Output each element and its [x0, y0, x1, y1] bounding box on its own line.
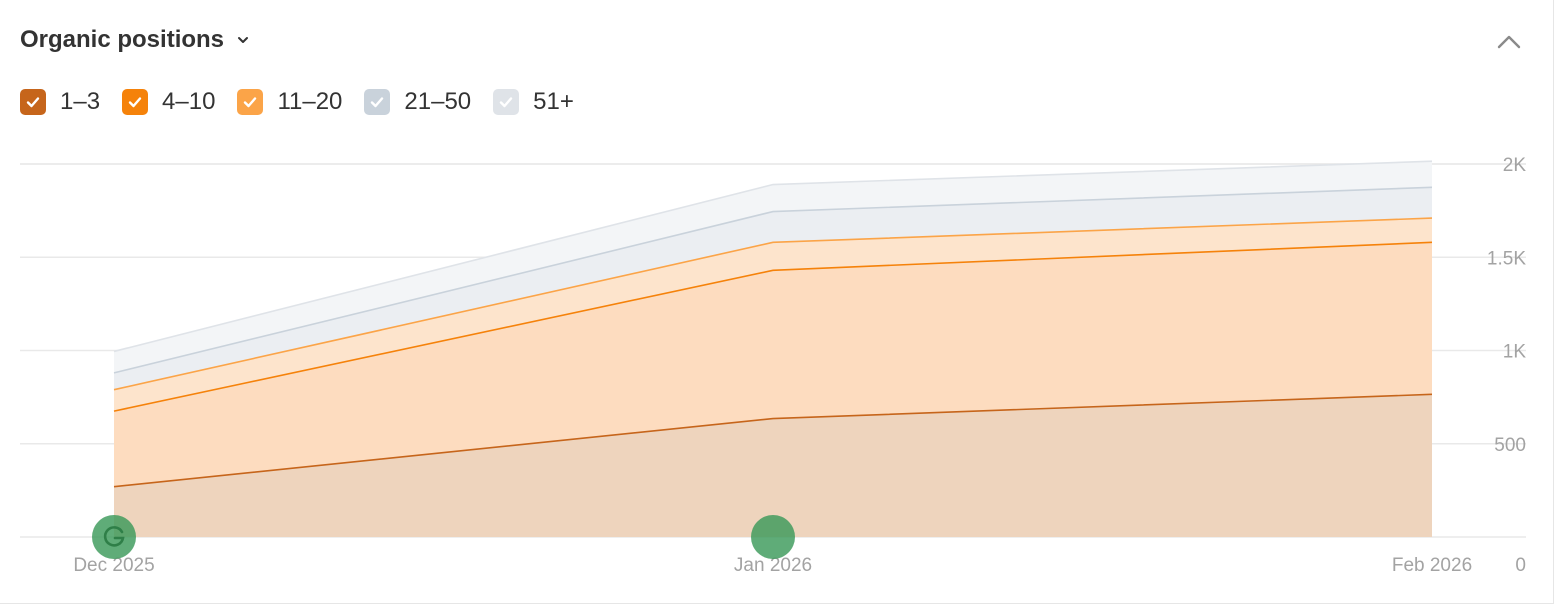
checkbox-11-20[interactable] — [237, 89, 264, 115]
area-1-3 — [114, 394, 1432, 537]
checkbox-51-plus[interactable] — [493, 89, 520, 115]
check-icon — [26, 97, 40, 108]
x-tick-label: Dec 2025 — [73, 555, 154, 576]
series-line-11-20 — [113, 217, 1433, 391]
y-tick-label: 0 — [1515, 555, 1526, 576]
legend-label-1-3: 1–3 — [60, 88, 101, 115]
check-icon — [371, 97, 384, 108]
area-4-10 — [114, 242, 1432, 487]
legend-label-4-10: 4–10 — [162, 88, 216, 115]
legend-label-21-50: 21–50 — [404, 88, 472, 115]
legend-label-11-20: 11–20 — [277, 88, 343, 115]
y-tick-label: 2K — [1503, 155, 1527, 176]
series-line-4-10 — [113, 241, 1433, 412]
series-line-1-3 — [113, 393, 1433, 488]
area-11-20 — [114, 218, 1432, 412]
series-line-21-50 — [113, 186, 1433, 374]
x-tick-label: Jan 2026 — [734, 555, 812, 576]
checkbox-21-50[interactable] — [364, 89, 391, 115]
chart-legend: 1–3 4–10 11–20 21–50 51+ — [20, 88, 596, 116]
y-tick-label: 1K — [1503, 342, 1527, 363]
y-tick-label: 1.5K — [1487, 248, 1526, 269]
chevron-down-icon[interactable] — [236, 33, 250, 47]
legend-item-51-plus[interactable]: 51+ — [493, 88, 574, 116]
google-icon — [103, 526, 125, 547]
checkbox-4-10[interactable] — [122, 89, 149, 115]
legend-label-51-plus: 51+ — [533, 88, 574, 115]
area-51plus — [114, 161, 1432, 373]
legend-item-21-50[interactable]: 21–50 — [364, 88, 471, 116]
widget-title[interactable]: Organic positions — [20, 26, 225, 53]
annotation-marker-google[interactable] — [92, 515, 136, 559]
check-icon — [499, 97, 513, 108]
legend-item-1-3[interactable]: 1–3 — [20, 88, 100, 116]
x-tick-label: Feb 2026 — [1392, 555, 1472, 576]
widget-title-row[interactable]: Organic positions — [20, 26, 250, 54]
legend-item-4-10[interactable]: 4–10 — [122, 88, 215, 116]
legend-item-11-20[interactable]: 11–20 — [237, 88, 342, 116]
chevron-up-icon[interactable] — [1495, 28, 1523, 56]
check-icon — [244, 97, 257, 108]
checkbox-1-3[interactable] — [20, 89, 46, 115]
annotation-marker[interactable] — [751, 515, 795, 559]
area-21-50 — [114, 187, 1432, 390]
check-icon — [128, 97, 142, 108]
y-tick-label: 500 — [1494, 435, 1526, 456]
series-line-51plus — [113, 160, 1433, 353]
